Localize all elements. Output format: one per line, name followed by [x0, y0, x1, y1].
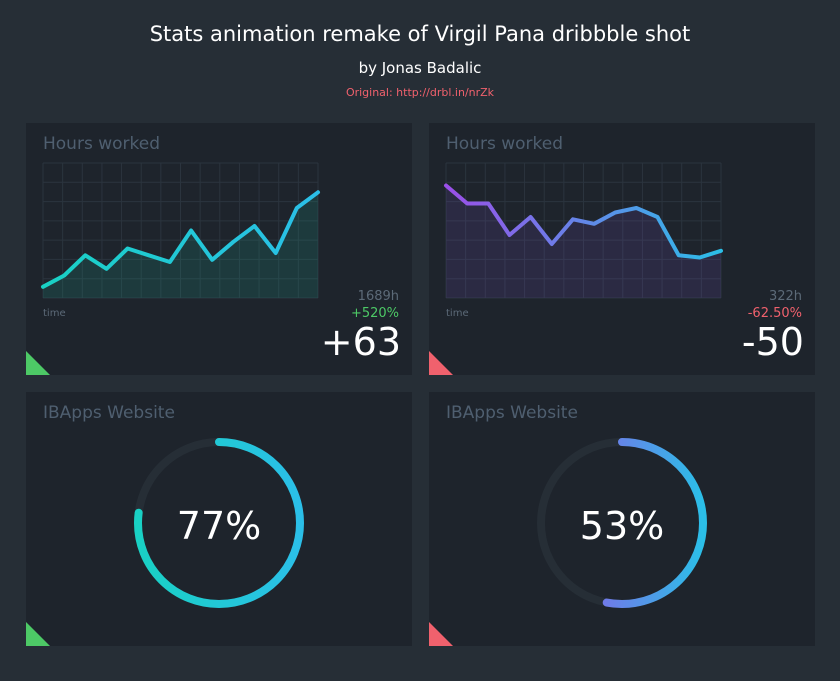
total-hours: 322h — [768, 289, 802, 304]
card-title: Hours worked — [446, 134, 563, 154]
hours-worked-card-up: Hours worked time 1689h +520% +63 — [26, 123, 412, 375]
progress-ring-down — [537, 438, 707, 608]
chart-grid — [42, 162, 319, 299]
page-title: Stats animation remake of Virgil Pana dr… — [149, 22, 691, 46]
website-ring-card-up: IBApps Website 77% — [26, 392, 412, 646]
change-value: +63 — [320, 320, 401, 364]
trend-up-corner — [26, 351, 50, 375]
series-line — [444, 183, 723, 260]
original-link[interactable]: Original: http://drbl.in/nrZk — [345, 86, 495, 99]
change-percent: +520% — [350, 306, 399, 321]
hours-line-chart-up — [41, 162, 320, 299]
series-line — [41, 190, 320, 289]
ring-progress-arc — [537, 438, 707, 608]
progress-ring-up — [134, 438, 304, 608]
trend-down-corner — [429, 351, 453, 375]
series-area — [43, 192, 318, 298]
card-title: IBApps Website — [446, 403, 578, 423]
ring-percent-label: 77% — [176, 504, 262, 548]
website-ring-card-down: IBApps Website 53% — [429, 392, 815, 646]
card-title: IBApps Website — [43, 403, 175, 423]
x-axis-label: time — [446, 308, 469, 319]
change-value: -50 — [741, 320, 804, 364]
trend-down-corner — [429, 622, 453, 646]
trend-up-corner — [26, 622, 50, 646]
x-axis-label: time — [43, 308, 66, 319]
series-area — [446, 185, 721, 298]
hours-line-chart-down — [444, 162, 723, 299]
page-author: by Jonas Badalic — [358, 59, 482, 77]
ring-percent-label: 53% — [579, 504, 665, 548]
hours-worked-card-down: Hours worked time 322h -62.50% -50 — [429, 123, 815, 375]
change-percent: -62.50% — [747, 306, 802, 321]
card-title: Hours worked — [43, 134, 160, 154]
total-hours: 1689h — [357, 289, 399, 304]
ring-progress-arc — [134, 438, 304, 608]
